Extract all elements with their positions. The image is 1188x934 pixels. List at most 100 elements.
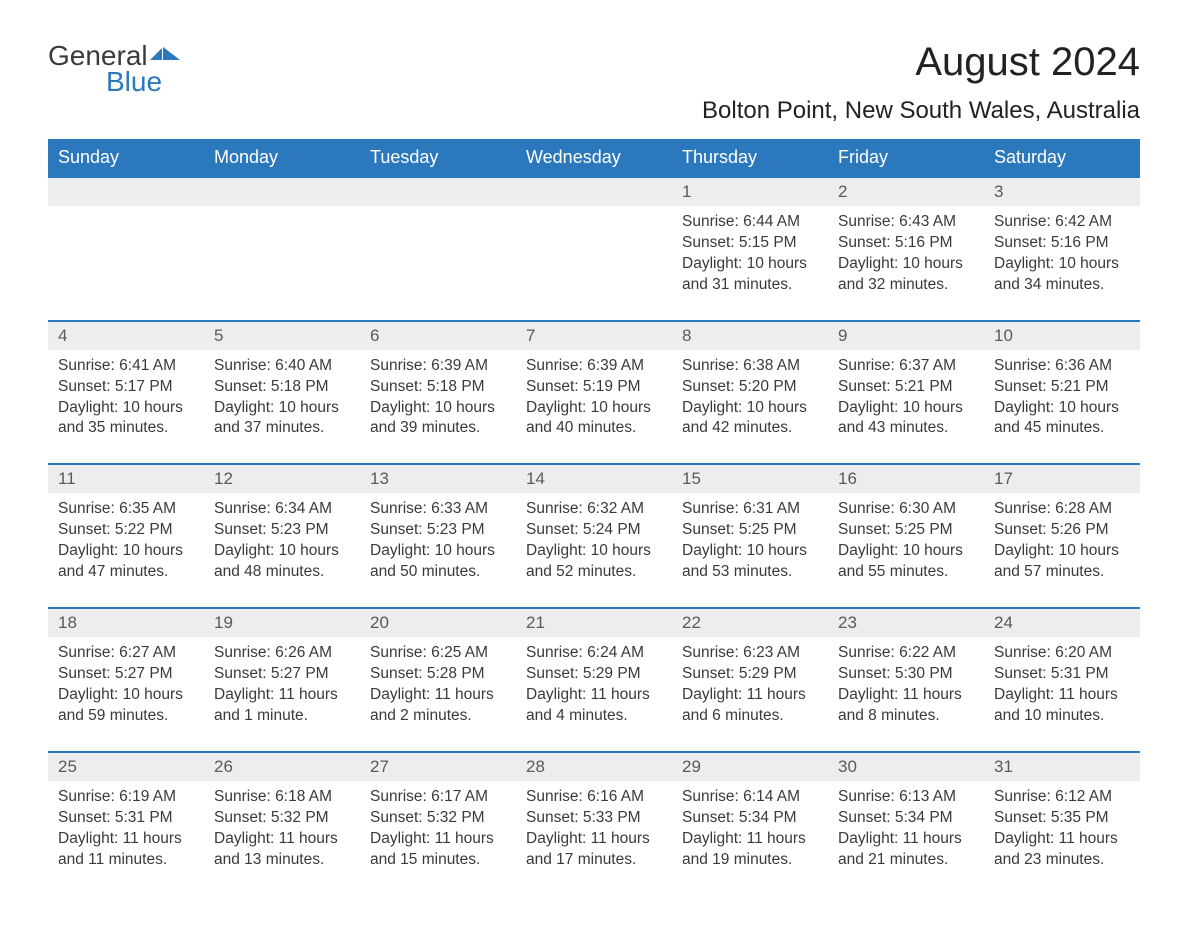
- day-cell: Sunrise: 6:38 AMSunset: 5:20 PMDaylight:…: [672, 350, 828, 464]
- page-header: General Blue August 2024 Bolton Point, N…: [48, 40, 1140, 125]
- day-daylight1: Daylight: 10 hours: [58, 398, 194, 419]
- day-daylight1: Daylight: 10 hours: [214, 541, 350, 562]
- day-number: 23: [828, 609, 984, 637]
- day-number: 3: [984, 178, 1140, 206]
- day-cell: [360, 206, 516, 320]
- day-daylight1: Daylight: 10 hours: [994, 541, 1130, 562]
- day-sunrise: Sunrise: 6:20 AM: [994, 643, 1130, 664]
- day-daylight2: and 47 minutes.: [58, 562, 194, 583]
- day-sunset: Sunset: 5:34 PM: [838, 808, 974, 829]
- day-cell: Sunrise: 6:24 AMSunset: 5:29 PMDaylight:…: [516, 637, 672, 751]
- day-cell: Sunrise: 6:16 AMSunset: 5:33 PMDaylight:…: [516, 781, 672, 895]
- day-daylight1: Daylight: 10 hours: [838, 254, 974, 275]
- day-sunset: Sunset: 5:31 PM: [994, 664, 1130, 685]
- day-header-tuesday: Tuesday: [360, 139, 516, 176]
- day-sunrise: Sunrise: 6:41 AM: [58, 356, 194, 377]
- day-number: 16: [828, 465, 984, 493]
- day-number: 18: [48, 609, 204, 637]
- day-sunset: Sunset: 5:17 PM: [58, 377, 194, 398]
- day-daylight2: and 50 minutes.: [370, 562, 506, 583]
- day-cell: Sunrise: 6:39 AMSunset: 5:18 PMDaylight:…: [360, 350, 516, 464]
- week-row: Sunrise: 6:27 AMSunset: 5:27 PMDaylight:…: [48, 637, 1140, 751]
- day-daylight2: and 13 minutes.: [214, 850, 350, 871]
- day-daylight2: and 8 minutes.: [838, 706, 974, 727]
- day-sunset: Sunset: 5:16 PM: [994, 233, 1130, 254]
- day-sunset: Sunset: 5:18 PM: [370, 377, 506, 398]
- day-sunrise: Sunrise: 6:31 AM: [682, 499, 818, 520]
- day-header-sunday: Sunday: [48, 139, 204, 176]
- day-sunrise: Sunrise: 6:22 AM: [838, 643, 974, 664]
- day-daylight2: and 21 minutes.: [838, 850, 974, 871]
- day-daylight1: Daylight: 11 hours: [526, 829, 662, 850]
- day-daylight2: and 1 minute.: [214, 706, 350, 727]
- day-number: 21: [516, 609, 672, 637]
- day-number: 14: [516, 465, 672, 493]
- day-header-saturday: Saturday: [984, 139, 1140, 176]
- day-sunset: Sunset: 5:20 PM: [682, 377, 818, 398]
- day-sunrise: Sunrise: 6:38 AM: [682, 356, 818, 377]
- day-daylight1: Daylight: 10 hours: [370, 541, 506, 562]
- daynum-row: 45678910: [48, 320, 1140, 350]
- day-daylight1: Daylight: 10 hours: [682, 541, 818, 562]
- day-number: 2: [828, 178, 984, 206]
- day-cell: Sunrise: 6:18 AMSunset: 5:32 PMDaylight:…: [204, 781, 360, 895]
- day-number: 15: [672, 465, 828, 493]
- day-daylight1: Daylight: 10 hours: [58, 541, 194, 562]
- day-daylight2: and 52 minutes.: [526, 562, 662, 583]
- title-block: August 2024 Bolton Point, New South Wale…: [702, 40, 1140, 125]
- day-sunset: Sunset: 5:15 PM: [682, 233, 818, 254]
- day-cell: Sunrise: 6:36 AMSunset: 5:21 PMDaylight:…: [984, 350, 1140, 464]
- day-number: [48, 178, 204, 206]
- day-daylight2: and 42 minutes.: [682, 418, 818, 439]
- day-sunrise: Sunrise: 6:39 AM: [526, 356, 662, 377]
- day-number: 29: [672, 753, 828, 781]
- day-sunset: Sunset: 5:19 PM: [526, 377, 662, 398]
- day-number: 24: [984, 609, 1140, 637]
- day-sunset: Sunset: 5:18 PM: [214, 377, 350, 398]
- day-cell: Sunrise: 6:20 AMSunset: 5:31 PMDaylight:…: [984, 637, 1140, 751]
- day-cell: Sunrise: 6:31 AMSunset: 5:25 PMDaylight:…: [672, 493, 828, 607]
- day-daylight1: Daylight: 10 hours: [994, 398, 1130, 419]
- day-daylight1: Daylight: 11 hours: [994, 685, 1130, 706]
- day-daylight1: Daylight: 10 hours: [838, 398, 974, 419]
- day-number: 26: [204, 753, 360, 781]
- day-sunrise: Sunrise: 6:35 AM: [58, 499, 194, 520]
- day-header-monday: Monday: [204, 139, 360, 176]
- day-number: 30: [828, 753, 984, 781]
- day-number: [204, 178, 360, 206]
- week-row: Sunrise: 6:35 AMSunset: 5:22 PMDaylight:…: [48, 493, 1140, 607]
- day-number: 5: [204, 322, 360, 350]
- week-row: Sunrise: 6:19 AMSunset: 5:31 PM Daylight:…: [48, 781, 1140, 895]
- day-cell: Sunrise: 6:40 AMSunset: 5:18 PMDaylight:…: [204, 350, 360, 464]
- day-number: 13: [360, 465, 516, 493]
- day-sunset: Sunset: 5:23 PM: [214, 520, 350, 541]
- day-sunset: Sunset: 5:34 PM: [682, 808, 818, 829]
- day-sunrise: Sunrise: 6:19 AM: [58, 787, 194, 808]
- day-header-thursday: Thursday: [672, 139, 828, 176]
- day-sunrise: Sunrise: 6:12 AM: [994, 787, 1130, 808]
- day-sunset: Sunset: 5:26 PM: [994, 520, 1130, 541]
- day-cell: Sunrise: 6:14 AMSunset: 5:34 PMDaylight:…: [672, 781, 828, 895]
- day-cell: Sunrise: 6:30 AMSunset: 5:25 PMDaylight:…: [828, 493, 984, 607]
- day-cell: Sunrise: 6:35 AMSunset: 5:22 PMDaylight:…: [48, 493, 204, 607]
- day-sunset: Sunset: 5:31 PM: [58, 808, 194, 829]
- daynum-row: 25262728293031: [48, 751, 1140, 781]
- day-cell: Sunrise: 6:28 AMSunset: 5:26 PMDaylight:…: [984, 493, 1140, 607]
- day-cell: Sunrise: 6:41 AMSunset: 5:17 PMDaylight:…: [48, 350, 204, 464]
- day-cell: Sunrise: 6:33 AMSunset: 5:23 PMDaylight:…: [360, 493, 516, 607]
- day-sunrise: Sunrise: 6:43 AM: [838, 212, 974, 233]
- day-daylight1: Daylight: 10 hours: [838, 541, 974, 562]
- day-sunrise: Sunrise: 6:24 AM: [526, 643, 662, 664]
- day-number: 19: [204, 609, 360, 637]
- day-sunrise: Sunrise: 6:27 AM: [58, 643, 194, 664]
- day-daylight1: Daylight: 11 hours: [838, 829, 974, 850]
- day-number: 4: [48, 322, 204, 350]
- day-cell: Sunrise: 6:34 AMSunset: 5:23 PMDaylight:…: [204, 493, 360, 607]
- day-number: 7: [516, 322, 672, 350]
- day-cell: Sunrise: 6:39 AMSunset: 5:19 PMDaylight:…: [516, 350, 672, 464]
- day-daylight2: and 53 minutes.: [682, 562, 818, 583]
- day-daylight2: and 35 minutes.: [58, 418, 194, 439]
- day-sunset: Sunset: 5:29 PM: [682, 664, 818, 685]
- day-sunset: Sunset: 5:16 PM: [838, 233, 974, 254]
- day-sunrise: Sunrise: 6:33 AM: [370, 499, 506, 520]
